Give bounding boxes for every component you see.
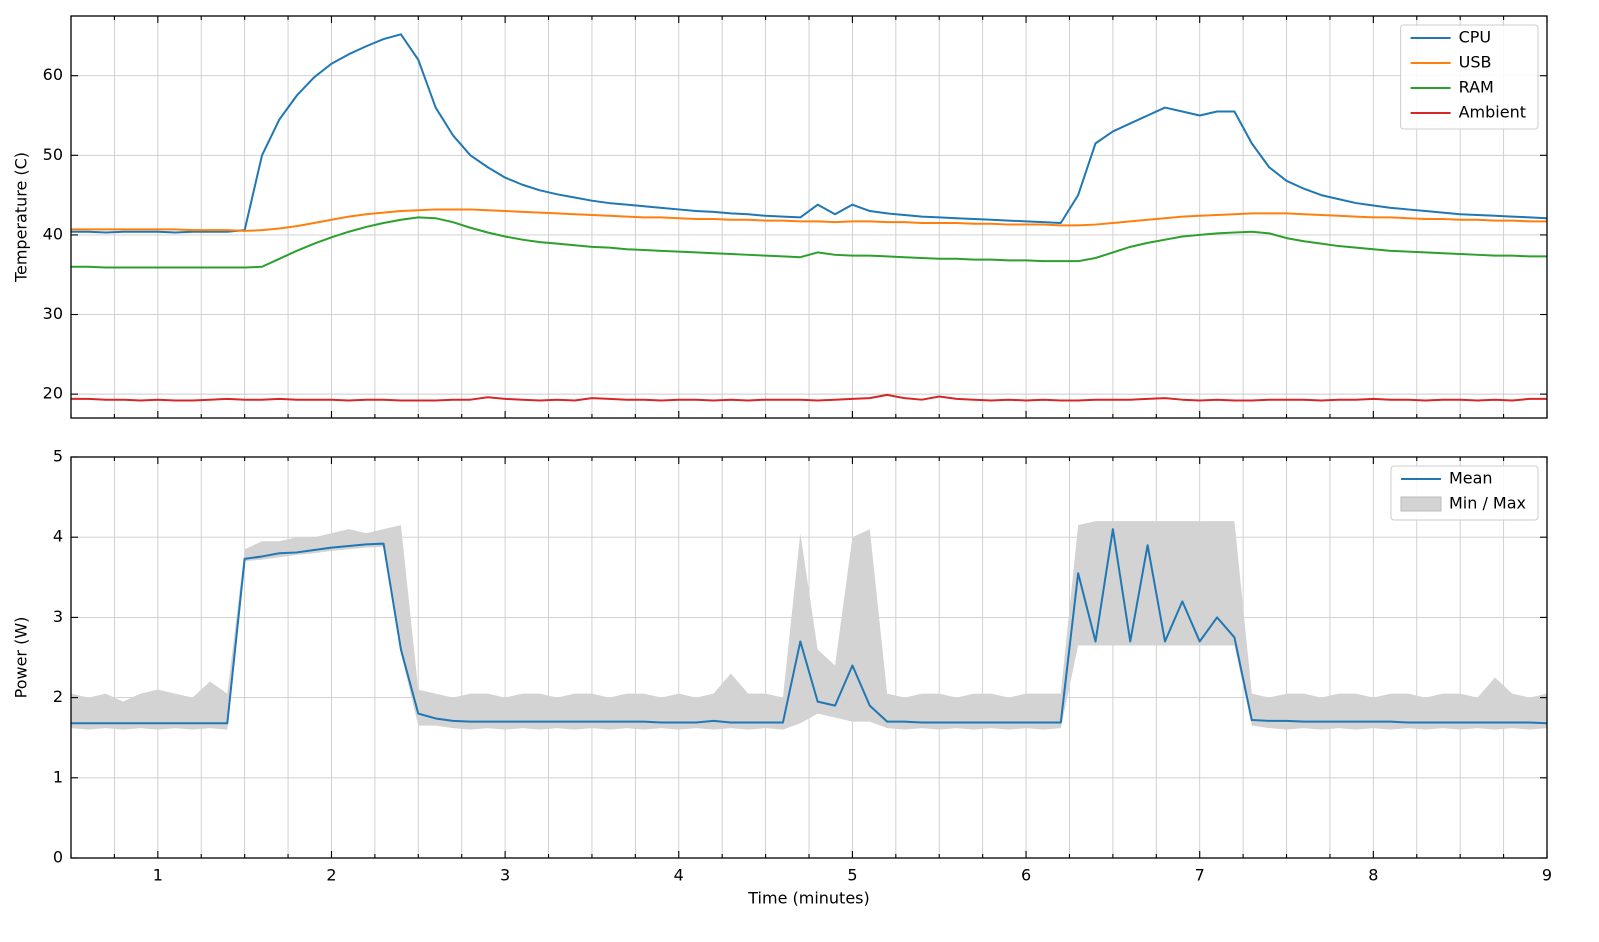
x-tick-label: 1 [153,866,163,885]
y-tick-label: 40 [43,224,63,243]
min-max-band [71,521,1547,730]
x-tick-label: 7 [1195,866,1205,885]
y-axis-label: Power (W) [12,617,31,699]
axes-frame [70,15,1548,419]
y-tick-label: 30 [43,304,63,323]
legend-swatch [1400,496,1442,512]
series-line [71,33,1548,234]
y-tick-label: 5 [53,447,63,466]
x-tick-label: 5 [847,866,857,885]
legend-label: CPU [1459,28,1492,47]
series-line [71,216,1547,269]
series-line [71,393,1547,402]
legend-label: USB [1459,53,1492,72]
x-tick-label: 8 [1368,866,1378,885]
y-tick-label: 1 [53,767,63,786]
legend: Mean Min / Max [1390,465,1539,521]
axes-frame [70,456,1548,859]
legend-box [1400,24,1539,130]
y-tick-label: 50 [43,145,63,164]
y-tick-label: 0 [53,848,63,867]
y-tick-label: 20 [43,384,63,403]
x-axis-label: Time (minutes) [747,889,870,908]
legend-label: Min / Max [1449,494,1526,513]
legend-label: Mean [1449,469,1493,488]
x-tick-label: 2 [326,866,336,885]
x-tick-label: 3 [500,866,510,885]
series-line [71,528,1548,725]
y-tick-label: 2 [53,687,63,706]
y-axis-label: Temperature (C) [12,152,31,283]
series-line [71,208,1547,232]
legend-label: Ambient [1459,103,1526,122]
x-tick-label: 9 [1542,866,1552,885]
y-tick-label: 60 [43,65,63,84]
y-tick-label: 3 [53,607,63,626]
panel: 20 30 40 50 60 Temperature (C) CPU USB RAM Ambien… [12,15,1548,419]
panel: 1 2 3 4 5 6 7 8 9 0 1 2 3 4 5 Power (W) Time (minutes) Me… [12,447,1553,908]
x-tick-label: 4 [674,866,684,885]
y-tick-label: 4 [53,527,63,546]
legend: CPU USB RAM Ambient [1400,24,1539,130]
legend-label: RAM [1459,78,1494,97]
x-tick-label: 6 [1021,866,1031,885]
